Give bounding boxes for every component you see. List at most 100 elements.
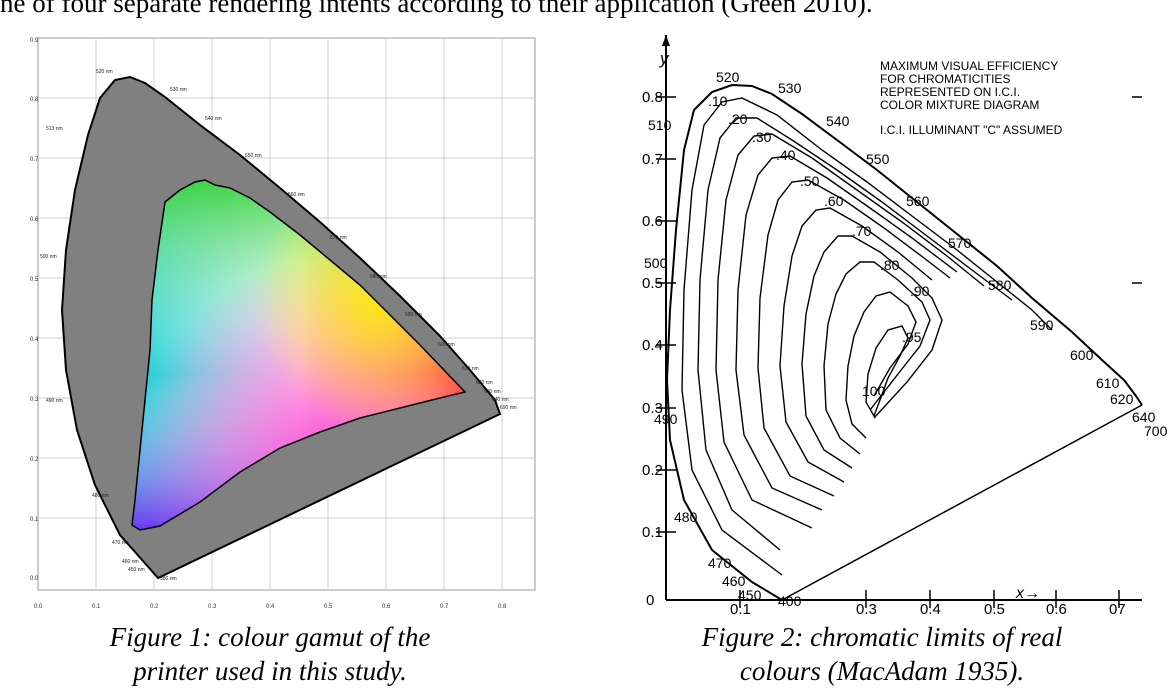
y-tick: 0.7 bbox=[30, 157, 39, 163]
x-tick: 0.4 bbox=[266, 604, 275, 610]
y-axis-label: y bbox=[659, 49, 670, 68]
caption-line: colours (MacAdam 1935). bbox=[739, 656, 1025, 686]
y-tick: 0.7 bbox=[642, 151, 663, 168]
title-line: MAXIMUM VISUAL EFFICIENCY bbox=[880, 59, 1058, 73]
efficiency-label: .30 bbox=[752, 129, 772, 145]
figure-1-caption: Figure 1: colour gamut of the printer us… bbox=[30, 620, 510, 688]
y-tick: 0.8 bbox=[30, 97, 39, 103]
wavelength-label: 450 bbox=[738, 587, 762, 603]
wavelength-label: 550 nm bbox=[245, 153, 262, 159]
y-tick: 0.6 bbox=[30, 217, 39, 223]
wavelength-label: 640 bbox=[1132, 409, 1156, 425]
efficiency-label: .10 bbox=[708, 93, 728, 109]
x-tick: 07 bbox=[1109, 601, 1126, 618]
figure-2-macadam-plot: 0.8 0.7 0.6 0.5 0.4 0.3 0.2 0.1 0 0.1 0.… bbox=[612, 30, 1170, 620]
x-tick: 0.4 bbox=[920, 601, 941, 618]
efficiency-label: 100 bbox=[862, 383, 886, 399]
x-tick: 0.1 bbox=[92, 604, 101, 610]
figure-2-svg: 0.8 0.7 0.6 0.5 0.4 0.3 0.2 0.1 0 0.1 0.… bbox=[612, 30, 1170, 620]
caption-line: Figure 2: chromatic limits of real bbox=[701, 622, 1063, 652]
efficiency-label: .90 bbox=[910, 283, 930, 299]
wavelength-label: 610 bbox=[1096, 375, 1120, 391]
title-line: REPRESENTED ON I.C.I. bbox=[880, 85, 1020, 99]
y-tick: 0.9 bbox=[30, 38, 39, 44]
wavelength-label: 600 bbox=[1070, 347, 1094, 363]
x-tick: 0.8 bbox=[498, 604, 507, 610]
y-tick: 0.3 bbox=[642, 400, 663, 417]
wavelength-label: 480 nm bbox=[92, 493, 109, 499]
wavelength-label: 380 nm bbox=[160, 576, 177, 582]
y-tick: 0.2 bbox=[30, 457, 39, 463]
y-tick: 0.4 bbox=[642, 337, 663, 354]
y-tick: 0.1 bbox=[642, 524, 663, 541]
efficiency-label: .20 bbox=[728, 111, 748, 127]
x-tick: 0.1 bbox=[730, 601, 751, 618]
title-line: FOR CHROMATICITIES bbox=[880, 72, 1010, 86]
efficiency-label: .95 bbox=[902, 329, 922, 345]
body-text-line: ne of four separate rendering intents ac… bbox=[0, 0, 873, 18]
x-tick: 0.3 bbox=[856, 601, 877, 618]
efficiency-label: .70 bbox=[852, 223, 872, 239]
wavelength-label: 600 nm bbox=[438, 342, 455, 348]
y-tick: 0.8 bbox=[642, 89, 663, 106]
efficiency-label: .50 bbox=[800, 173, 820, 189]
wavelength-label: 620 nm bbox=[476, 380, 493, 386]
efficiency-label: .60 bbox=[824, 193, 844, 209]
y-tick: 0.3 bbox=[30, 397, 39, 403]
figure-1-svg: 0.9 0.8 0.7 0.6 0.5 0.4 0.3 0.2 0.1 0.0 … bbox=[0, 30, 545, 615]
wavelength-label: 590 bbox=[1030, 317, 1054, 333]
wavelength-label: 470 bbox=[708, 555, 732, 571]
y-tick: 0.6 bbox=[642, 213, 663, 230]
x-axis-label: x→ bbox=[1015, 585, 1040, 602]
wavelength-label: 640 nm bbox=[492, 397, 509, 403]
wavelength-label: 540 nm bbox=[205, 116, 222, 122]
wavelength-label: 500 bbox=[644, 255, 668, 271]
wavelength-label: 470 nm bbox=[112, 540, 129, 546]
wavelength-label: 520 nm bbox=[96, 69, 113, 75]
wavelength-label: 490 bbox=[654, 411, 678, 427]
y-tick: 0.0 bbox=[30, 576, 39, 582]
wavelength-label: 480 bbox=[674, 509, 698, 525]
y-tick: 0 bbox=[646, 592, 654, 609]
wavelength-label: 590 nm bbox=[405, 312, 422, 318]
x-tick: 0.3 bbox=[208, 604, 217, 610]
wavelength-label: 560 bbox=[906, 193, 930, 209]
x-tick: 0.2 bbox=[150, 604, 159, 610]
y-tick: 0.1 bbox=[30, 517, 39, 523]
wavelength-label: 513 nm bbox=[46, 126, 63, 132]
efficiency-contours bbox=[681, 97, 1053, 576]
plot-frame bbox=[665, 35, 1142, 601]
wavelength-label: 450 nm bbox=[128, 567, 145, 573]
efficiency-label: .80 bbox=[880, 257, 900, 273]
wavelength-label: 630 nm bbox=[484, 389, 501, 395]
title-line: COLOR MIXTURE DIAGRAM bbox=[880, 98, 1039, 112]
figure-1-gamut-plot: 0.9 0.8 0.7 0.6 0.5 0.4 0.3 0.2 0.1 0.0 … bbox=[0, 30, 545, 615]
wavelength-label: 570 nm bbox=[330, 235, 347, 241]
figure-2-caption: Figure 2: chromatic limits of real colou… bbox=[612, 620, 1152, 688]
y-tick: 0.5 bbox=[30, 277, 39, 283]
purple-line bbox=[781, 404, 1143, 601]
wavelength-label: 510 bbox=[648, 117, 672, 133]
caption-line: Figure 1: colour gamut of the bbox=[109, 622, 431, 652]
efficiency-label: .40 bbox=[776, 147, 796, 163]
wavelength-label: 520 bbox=[716, 69, 740, 85]
wavelength-label: 500 nm bbox=[40, 254, 57, 260]
x-tick: 0.6 bbox=[1046, 601, 1067, 618]
x-tick: 0.0 bbox=[34, 604, 43, 610]
wavelength-label: 570 bbox=[948, 235, 972, 251]
y-tick: 0.5 bbox=[642, 275, 663, 292]
caption-line: printer used in this study. bbox=[133, 656, 407, 686]
y-tick: 0.4 bbox=[30, 337, 39, 343]
wavelength-label: 560 nm bbox=[288, 192, 305, 198]
wavelength-label: 530 bbox=[778, 80, 802, 96]
wavelength-label: 460 bbox=[722, 573, 746, 589]
x-tick: 0.5 bbox=[984, 601, 1005, 618]
illuminant-note: I.C.I. ILLUMINANT "C" ASSUMED bbox=[880, 123, 1063, 137]
wavelength-label: 620 bbox=[1110, 391, 1134, 407]
wavelength-label: 540 bbox=[826, 113, 850, 129]
spectral-locus bbox=[665, 83, 1143, 601]
wavelength-label: 400 bbox=[778, 593, 802, 609]
y-axis-arrow bbox=[662, 35, 670, 46]
wavelength-label: 610 nm bbox=[462, 366, 479, 372]
wavelength-label: 460 nm bbox=[122, 559, 139, 565]
